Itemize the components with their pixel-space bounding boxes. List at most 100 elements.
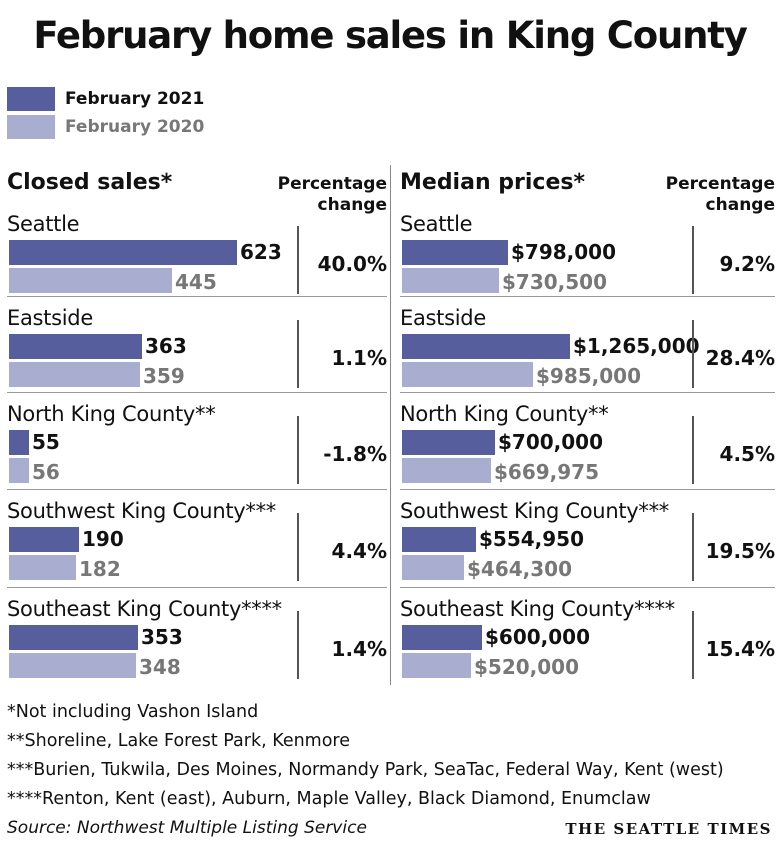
pct-divider	[297, 513, 299, 581]
legend-item-2021: February 2021	[7, 86, 204, 112]
pct-divider	[297, 416, 299, 484]
pct-change-value: 9.2%	[719, 252, 775, 276]
bar-2020	[402, 555, 464, 580]
region-label: Eastside	[7, 306, 93, 330]
region-label: Eastside	[400, 306, 486, 330]
value-label-2021: $1,265,000	[573, 334, 700, 358]
value-label-2020: 182	[79, 557, 121, 581]
bar-2021	[9, 430, 29, 455]
group-separator	[400, 587, 775, 588]
group-separator	[400, 296, 775, 297]
pct-divider	[297, 611, 299, 679]
footnote: ****Renton, Kent (east), Auburn, Maple V…	[7, 789, 651, 809]
bar-2020	[402, 362, 533, 387]
value-label-2020: 56	[32, 460, 60, 484]
pct-change-value: 28.4%	[705, 346, 775, 370]
legend-swatch-2020	[7, 115, 55, 139]
region-group: North King County** 55 56 -1.8%	[7, 402, 387, 500]
region-group: North King County** $700,000 $669,975 4.5%	[400, 402, 775, 500]
value-label-2021: 55	[32, 430, 60, 454]
value-label-2021: $700,000	[498, 430, 604, 454]
region-group: Eastside $1,265,000 $985,000 28.4%	[400, 306, 775, 404]
group-separator	[7, 587, 387, 588]
region-label: Southeast King County****	[400, 597, 675, 621]
pct-divider	[692, 320, 694, 388]
region-label: North King County**	[400, 402, 609, 426]
footnote: **Shoreline, Lake Forest Park, Kenmore	[7, 731, 351, 751]
region-group: Southeast King County**** 353 348 1.4%	[7, 597, 387, 695]
region-label: Seattle	[400, 212, 473, 236]
pct-divider	[692, 416, 694, 484]
value-label-2021: 353	[141, 625, 183, 649]
pct-divider	[692, 226, 694, 294]
region-label: Southwest King County***	[7, 499, 276, 523]
value-label-2020: $464,300	[467, 557, 573, 581]
pct-divider	[692, 513, 694, 581]
value-label-2021: $600,000	[485, 625, 591, 649]
group-separator	[400, 489, 775, 490]
publisher-logo: THE SEATTLE TIMES	[565, 820, 772, 838]
median-prices-panel: Median prices* Percentage change Seattle…	[400, 170, 775, 685]
value-label-2020: 348	[139, 655, 181, 679]
bar-2021	[9, 625, 138, 650]
region-group: Eastside 363 359 1.1%	[7, 306, 387, 404]
group-separator	[7, 392, 387, 393]
pct-change-header: Percentage change	[655, 174, 775, 216]
region-label: Southwest King County***	[400, 499, 669, 523]
value-label-2021: 363	[145, 334, 187, 358]
bar-2021	[402, 430, 495, 455]
value-label-2021: $554,950	[479, 527, 585, 551]
bar-2021	[402, 240, 508, 265]
value-label-2021: 623	[240, 240, 282, 264]
bar-2021	[9, 240, 237, 265]
group-separator	[400, 392, 775, 393]
group-separator	[7, 489, 387, 490]
legend-item-2020: February 2020	[7, 114, 204, 140]
source-credit: Source: Northwest Multiple Listing Servi…	[7, 818, 367, 838]
region-label: Seattle	[7, 212, 80, 236]
region-group: Seattle $798,000 $730,500 9.2%	[400, 212, 775, 310]
bar-2020	[402, 458, 491, 483]
legend-label-2021: February 2021	[65, 89, 205, 109]
region-label: North King County**	[7, 402, 216, 426]
chart-title: February home sales in King County	[33, 14, 748, 57]
pct-change-value: 1.1%	[331, 346, 387, 370]
pct-header-line1: Percentage	[665, 174, 775, 194]
panel-title: Closed sales*	[7, 170, 173, 195]
pct-divider	[297, 320, 299, 388]
value-label-2020: $985,000	[536, 364, 642, 388]
bar-2020	[9, 653, 136, 678]
footnotes: *Not including Vashon Island **Shoreline…	[7, 698, 724, 814]
pct-change-value: 4.4%	[331, 539, 387, 563]
region-group: Southeast King County**** $600,000 $520,00…	[400, 597, 775, 695]
region-label: Southeast King County****	[7, 597, 282, 621]
pct-change-value: -1.8%	[323, 442, 387, 466]
footnote: ***Burien, Tukwila, Des Moines, Normandy…	[7, 760, 724, 780]
value-label-2020: 445	[175, 270, 217, 294]
value-label-2020: $669,975	[494, 460, 600, 484]
bar-2020	[9, 268, 172, 293]
group-separator	[7, 296, 387, 297]
value-label-2020: 359	[143, 364, 185, 388]
bar-2021	[9, 334, 142, 359]
bar-2021	[402, 334, 570, 359]
bar-2021	[9, 527, 79, 552]
pct-change-value: 1.4%	[331, 637, 387, 661]
bar-2021	[402, 625, 482, 650]
pct-header-line1: Percentage	[277, 174, 387, 194]
legend-swatch-2021	[7, 87, 55, 111]
pct-divider	[692, 611, 694, 679]
pct-change-header: Percentage change	[267, 174, 387, 216]
panel-divider	[390, 165, 391, 685]
pct-header-line2: change	[705, 195, 775, 215]
pct-change-value: 40.0%	[317, 252, 387, 276]
bar-2020	[9, 362, 140, 387]
bar-2020	[402, 268, 499, 293]
value-label-2021: 190	[82, 527, 124, 551]
footnote: *Not including Vashon Island	[7, 702, 259, 722]
value-label-2020: $730,500	[502, 270, 608, 294]
bar-2020	[9, 458, 29, 483]
bar-2021	[402, 527, 476, 552]
closed-sales-panel: Closed sales* Percentage change Seattle 6…	[7, 170, 387, 685]
